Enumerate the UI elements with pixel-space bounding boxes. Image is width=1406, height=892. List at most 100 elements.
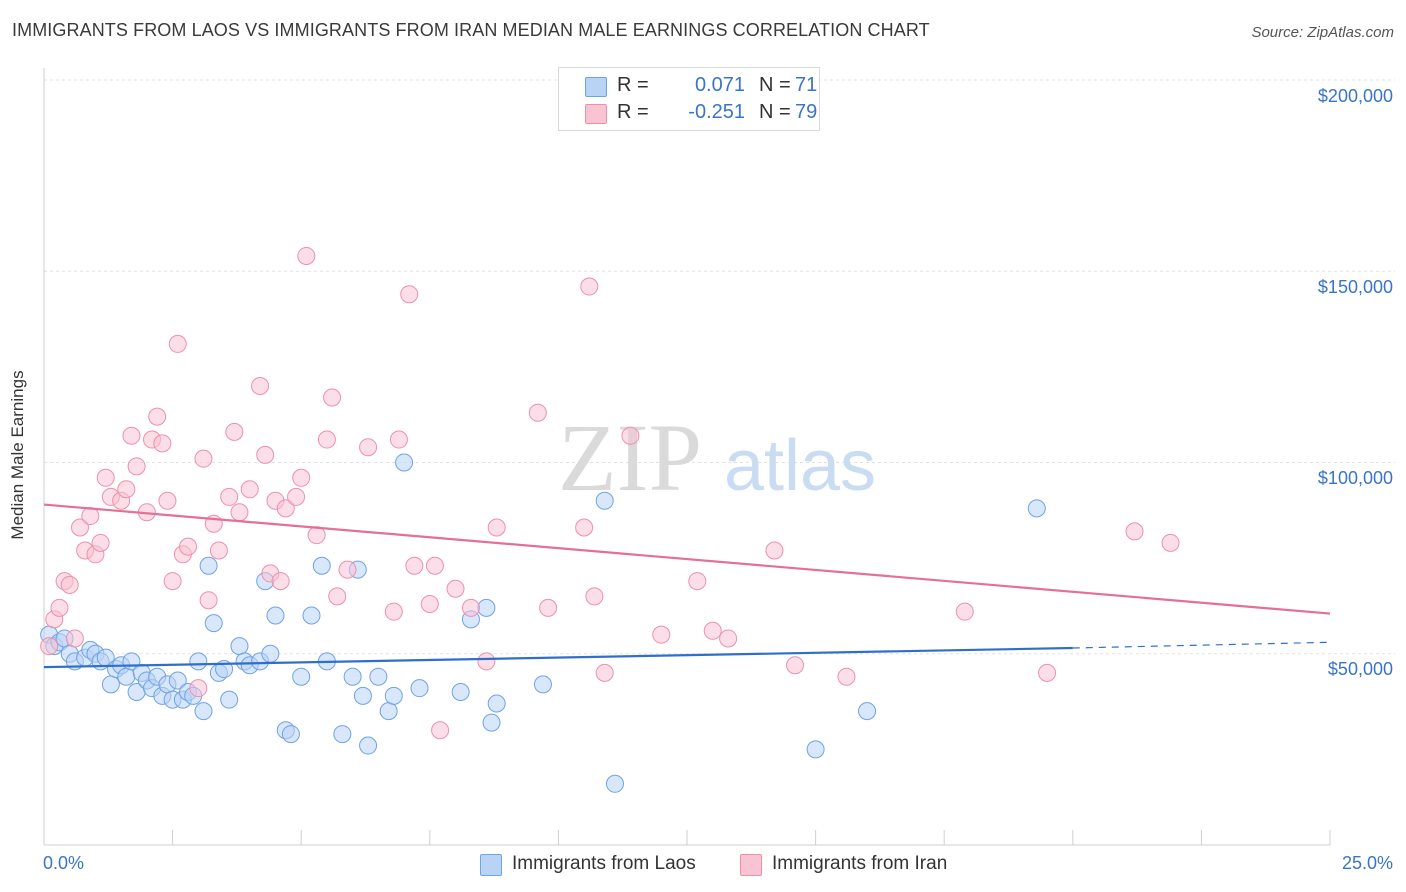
data-point (199, 591, 218, 610)
data-point (204, 614, 223, 633)
data-point (297, 246, 316, 265)
axes (43, 68, 1331, 846)
iran-legend-swatch (740, 854, 762, 876)
data-point (621, 426, 640, 445)
data-point (359, 438, 378, 457)
iran-swatch (585, 104, 607, 124)
r-label: R = (617, 101, 649, 123)
data-point (256, 445, 275, 464)
data-point (158, 491, 177, 510)
data-point (50, 598, 69, 617)
data-point (71, 518, 90, 537)
chart-title: IMMIGRANTS FROM LAOS VS IMMIGRANTS FROM … (12, 20, 930, 40)
data-point (1125, 522, 1144, 541)
data-point (323, 388, 342, 407)
data-point (91, 533, 110, 552)
data-point (127, 457, 146, 476)
data-point (605, 774, 624, 793)
data-point (688, 572, 707, 591)
watermark-zip: ZIP (558, 404, 702, 511)
data-point (395, 453, 414, 472)
data-point (209, 541, 228, 560)
r-label: R = (617, 74, 649, 96)
data-point (168, 671, 187, 690)
data-point (168, 334, 187, 353)
data-point (477, 598, 496, 617)
data-point (379, 702, 398, 721)
data-point (806, 740, 825, 759)
data-point (338, 560, 357, 579)
data-point (230, 503, 249, 522)
data-point (230, 637, 249, 656)
trend-lines (43, 503, 1331, 669)
data-point (281, 725, 300, 744)
data-point (837, 667, 856, 686)
data-point (220, 690, 239, 709)
data-point (189, 652, 208, 671)
data-point (1038, 663, 1057, 682)
data-point (163, 572, 182, 591)
y-tick-label: $200,000 (1317, 86, 1393, 106)
data-point (96, 468, 115, 487)
n-value: 79 (795, 101, 818, 123)
data-point (369, 667, 388, 686)
data-point (189, 679, 208, 698)
data-point (60, 575, 79, 594)
trend-line-laos (43, 646, 1073, 669)
data-point (40, 637, 59, 656)
data-point (117, 480, 136, 499)
data-point (446, 579, 465, 598)
watermark-atlas: atlas (724, 426, 876, 506)
data-point (292, 667, 311, 686)
data-point (461, 598, 480, 617)
data-point (1027, 499, 1046, 518)
data-points (40, 246, 1180, 793)
data-point (955, 602, 974, 621)
watermark: ZIP atlas (558, 404, 876, 511)
data-point (389, 430, 408, 449)
data-point (477, 652, 496, 671)
data-point (287, 487, 306, 506)
data-point (585, 587, 604, 606)
data-point (194, 449, 213, 468)
data-point (271, 572, 290, 591)
data-point (420, 595, 439, 614)
source-label: Source: ZipAtlas.com (1251, 24, 1394, 41)
data-point (575, 518, 594, 537)
data-point (533, 675, 552, 694)
data-point (487, 518, 506, 537)
data-point (122, 426, 141, 445)
data-point (251, 377, 270, 395)
n-label: N = (759, 101, 791, 123)
data-point (595, 491, 614, 510)
data-point (117, 667, 136, 686)
data-point (719, 629, 738, 648)
laos-swatch (585, 77, 607, 97)
trend-line-iran (43, 503, 1331, 615)
data-point (261, 644, 280, 663)
data-point (1161, 533, 1180, 552)
data-point (328, 587, 347, 606)
data-point (153, 434, 172, 453)
data-point (266, 606, 285, 625)
data-point (384, 686, 403, 705)
data-point (194, 702, 213, 721)
data-point (292, 468, 311, 487)
y-tick-label: $150,000 (1317, 277, 1393, 297)
data-point (312, 556, 331, 575)
r-value: -0.251 (688, 101, 745, 123)
data-point (240, 480, 259, 499)
data-point (703, 621, 722, 640)
data-point (359, 736, 378, 755)
data-point (528, 403, 547, 422)
data-point (276, 499, 295, 518)
y-tick-label: $100,000 (1317, 468, 1393, 488)
y-tick-label: $50,000 (1327, 659, 1393, 679)
data-point (580, 277, 599, 296)
data-point (786, 656, 805, 675)
x-tick-label: 25.0% (1341, 853, 1393, 873)
data-point (765, 541, 784, 560)
data-point (343, 667, 362, 686)
data-point (353, 686, 372, 705)
